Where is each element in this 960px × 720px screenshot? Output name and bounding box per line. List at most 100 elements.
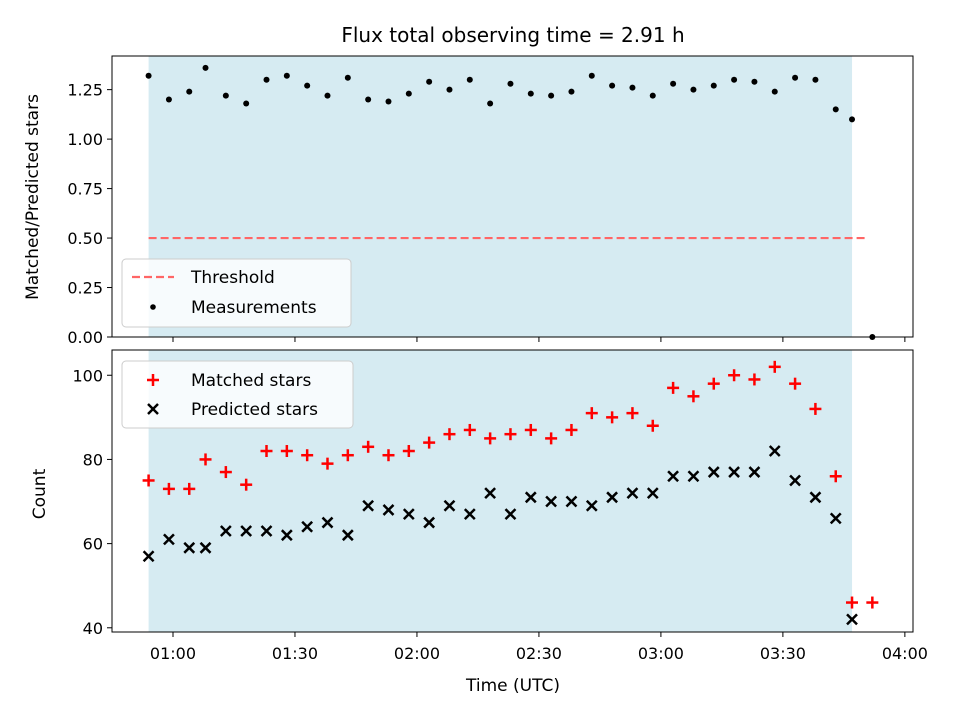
top-axes-frame	[111, 55, 914, 338]
predicted-point	[423, 516, 436, 529]
matched-point	[341, 449, 354, 462]
legend-threshold-label: Threshold	[190, 268, 275, 288]
matched-point	[846, 596, 859, 609]
measurement-point	[792, 74, 799, 81]
predicted-point	[321, 516, 334, 529]
top-y-tick-label: 1.25	[67, 81, 103, 100]
matched-point	[687, 390, 700, 403]
matched-point	[183, 482, 196, 495]
predicted-point	[341, 529, 354, 542]
legend-measurements-swatch	[150, 304, 156, 310]
x-tick-label: 02:30	[516, 644, 562, 663]
matched-point	[142, 474, 155, 487]
bottom-points-layer	[142, 360, 879, 626]
matched-point	[260, 445, 273, 458]
x-tick-label: 03:00	[638, 644, 684, 663]
matched-point	[789, 377, 802, 390]
matched-point	[768, 360, 781, 373]
matched-point	[728, 369, 741, 382]
top-x-ticks	[172, 337, 906, 342]
matched-point	[219, 466, 232, 479]
measurement-point	[324, 92, 331, 99]
legend-matched-label: Matched stars	[191, 371, 311, 391]
matched-point	[423, 436, 436, 449]
predicted-point	[789, 474, 801, 487]
measurement-point	[548, 92, 555, 99]
measurement-point	[609, 82, 616, 89]
predicted-point	[667, 470, 679, 483]
measurement-point	[344, 74, 351, 81]
bottom-y-tick-label: 40	[83, 619, 103, 638]
predicted-point	[362, 499, 375, 512]
x-tick-label: 02:00	[394, 644, 440, 663]
matched-point	[199, 453, 212, 466]
matched-point	[524, 423, 537, 436]
measurement-point	[466, 76, 473, 83]
measurement-point	[710, 82, 717, 89]
predicted-point	[183, 541, 196, 554]
measurement-point	[690, 86, 697, 93]
predicted-point	[199, 541, 212, 554]
bottom-legend-box	[121, 360, 354, 429]
predicted-point	[728, 466, 740, 478]
x-tick-label: 03:30	[760, 644, 806, 663]
top-panel: 0.00 0.25 0.50 0.75 1.00 1.25 Matched/Predict…	[23, 55, 914, 347]
predicted-point	[240, 525, 253, 537]
bottom-y-ticks: 40 60 80 100	[72, 366, 112, 638]
measurement-point	[165, 96, 172, 103]
matched-point	[484, 432, 497, 445]
bottom-axes-frame	[111, 349, 914, 633]
predicted-point	[585, 499, 598, 512]
measurement-point	[507, 80, 514, 87]
predicted-point	[565, 495, 578, 508]
measurement-point	[446, 86, 453, 93]
matched-point	[866, 596, 879, 609]
predicted-point	[846, 613, 858, 626]
measurement-point	[145, 72, 152, 79]
matched-point	[565, 423, 578, 436]
measurement-point	[304, 82, 311, 89]
legend-predicted-swatch	[147, 403, 159, 415]
measurement-point	[385, 98, 392, 105]
bottom-y-tick-label: 80	[83, 450, 103, 469]
matched-point	[463, 423, 476, 436]
matched-point	[402, 445, 415, 458]
predicted-point	[484, 487, 497, 499]
measurement-point	[731, 76, 738, 83]
measurement-point	[186, 88, 193, 95]
measurement-point	[243, 100, 250, 107]
matched-point	[240, 478, 253, 491]
matched-point	[829, 470, 842, 483]
bottom-panel: 40 60 80 100 01:00 01:30 02:00 02:30 03:00 03:30…	[30, 349, 928, 696]
x-tick-label: 04:00	[882, 644, 928, 663]
bottom-y-tick-label: 60	[83, 535, 103, 554]
predicted-point	[687, 470, 700, 483]
top-y-tick-label: 0.75	[67, 180, 103, 199]
measurement-point	[629, 84, 636, 91]
matched-point	[162, 482, 175, 495]
predicted-point	[545, 495, 558, 508]
matched-point	[504, 428, 517, 441]
measurement-point	[751, 78, 758, 85]
legend-measurements-label: Measurements	[191, 298, 317, 318]
matched-point	[321, 457, 334, 470]
top-points-layer	[145, 64, 876, 340]
predicted-point	[748, 466, 761, 478]
predicted-point	[402, 508, 415, 521]
predicted-point	[382, 504, 395, 516]
measurement-point	[771, 88, 778, 95]
matched-point	[585, 407, 598, 420]
measurement-point	[832, 106, 839, 113]
matched-point	[301, 449, 314, 462]
legend-predicted-label: Predicted stars	[191, 400, 318, 420]
matched-point	[545, 432, 558, 445]
predicted-point	[260, 525, 273, 537]
top-y-tick-label: 0.25	[67, 279, 103, 298]
measurement-point	[283, 72, 290, 79]
matched-point	[382, 449, 395, 462]
predicted-point	[707, 466, 720, 478]
chart-title: Flux total observing time = 2.91 h	[341, 23, 684, 47]
predicted-point	[142, 550, 155, 563]
matched-point	[606, 411, 619, 424]
